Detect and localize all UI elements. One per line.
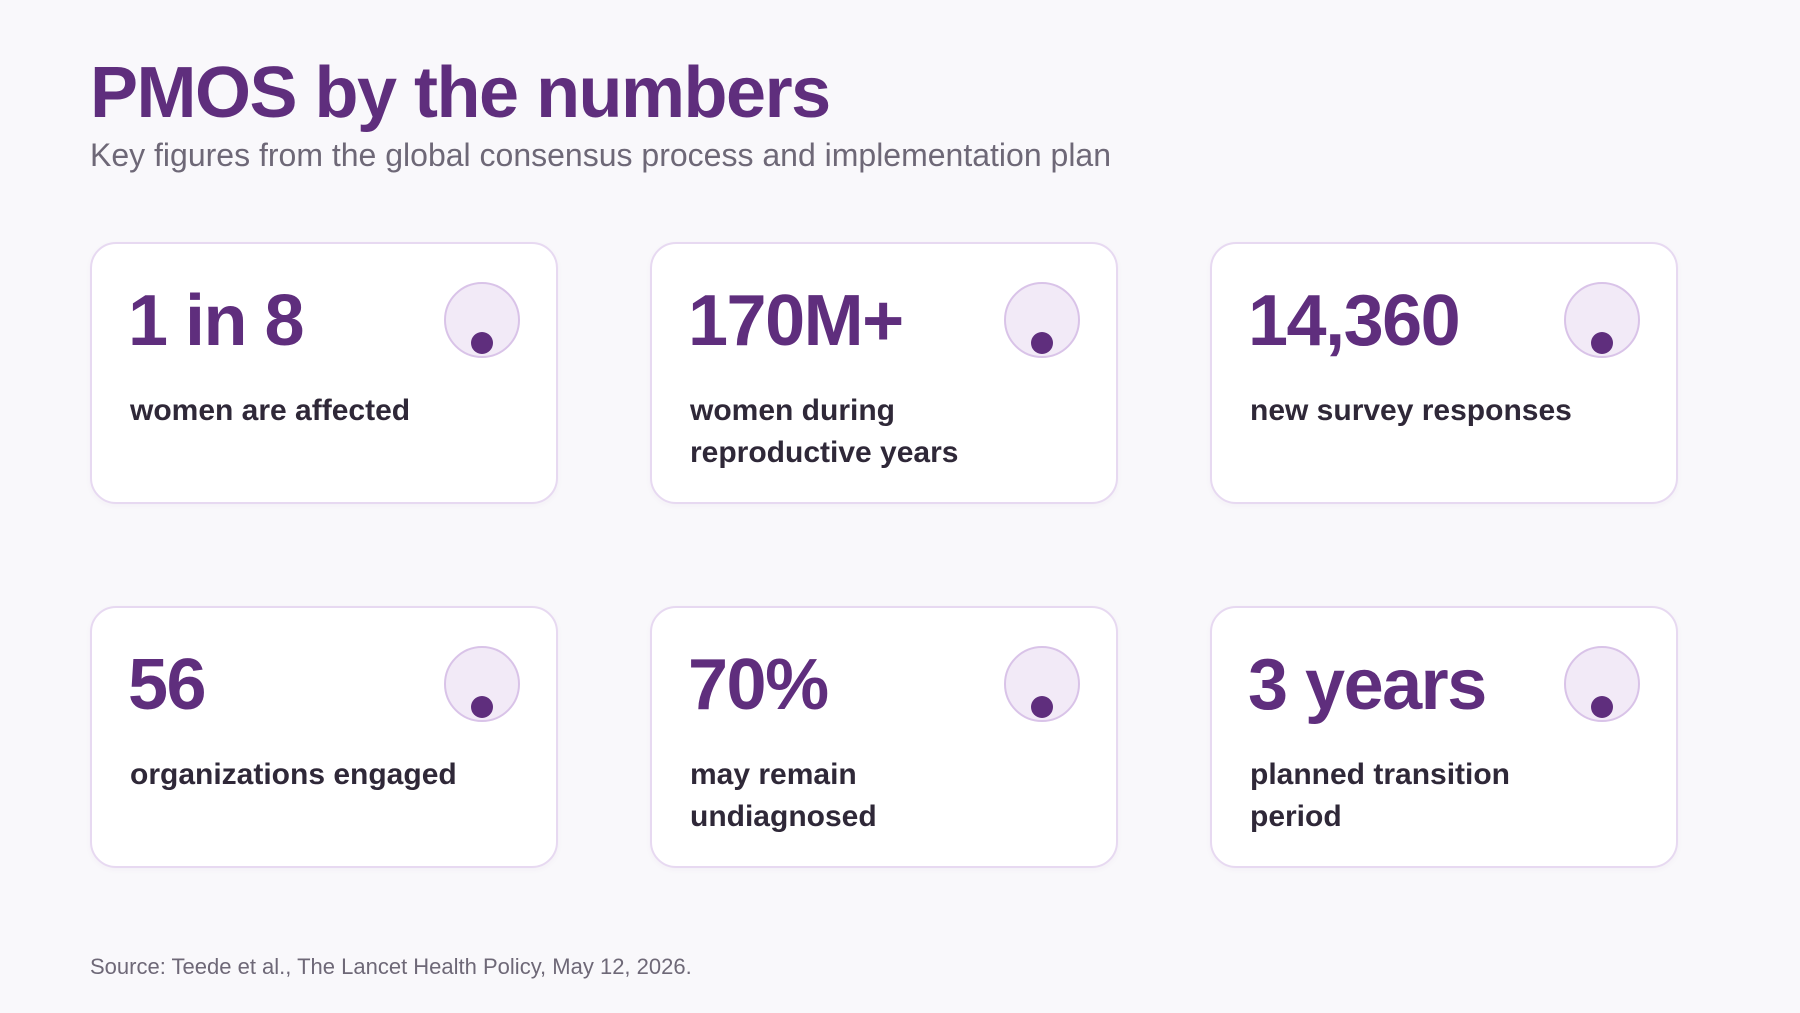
stat-value: 3 years bbox=[1248, 645, 1487, 725]
circle-dot-icon bbox=[1002, 280, 1082, 360]
stat-value: 56 bbox=[128, 645, 207, 725]
circle-dot-icon bbox=[442, 280, 522, 360]
stat-label: new survey responses bbox=[1250, 394, 1572, 427]
stat-value: 1 in 8 bbox=[128, 281, 305, 361]
stat-label: planned transition period bbox=[1250, 758, 1511, 833]
stat-card: 170M+ women during reproductive years bbox=[650, 242, 1118, 504]
stat-label: women are affected bbox=[130, 394, 411, 427]
stat-value: 70% bbox=[688, 645, 829, 725]
circle-dot-icon bbox=[1562, 644, 1642, 724]
circle-dot-icon bbox=[1562, 280, 1642, 360]
circle-dot-icon bbox=[442, 644, 522, 724]
circle-dot-icon bbox=[1002, 644, 1082, 724]
stat-card: 14,360 new survey responses bbox=[1210, 242, 1678, 504]
stat-label: may remain undiagnosed bbox=[690, 758, 877, 833]
stat-label: women during reproductive years bbox=[690, 394, 959, 469]
page-title: PMOS by the numbers bbox=[90, 53, 831, 133]
stat-card: 70% may remain undiagnosed bbox=[650, 606, 1118, 868]
page-subtitle: Key figures from the global consensus pr… bbox=[90, 137, 1112, 173]
stat-card: 1 in 8 women are affected bbox=[90, 242, 558, 504]
stat-value: 170M+ bbox=[688, 281, 904, 361]
stat-card: 3 years planned transition period bbox=[1210, 606, 1678, 868]
stat-label: organizations engaged bbox=[130, 758, 457, 791]
stat-card: 56 organizations engaged bbox=[90, 606, 558, 868]
stat-value: 14,360 bbox=[1248, 281, 1461, 361]
source-note: Source: Teede et al., The Lancet Health … bbox=[90, 954, 692, 979]
stat-card-grid: 1 in 8 women are affected 170M+ women du… bbox=[90, 242, 1682, 868]
